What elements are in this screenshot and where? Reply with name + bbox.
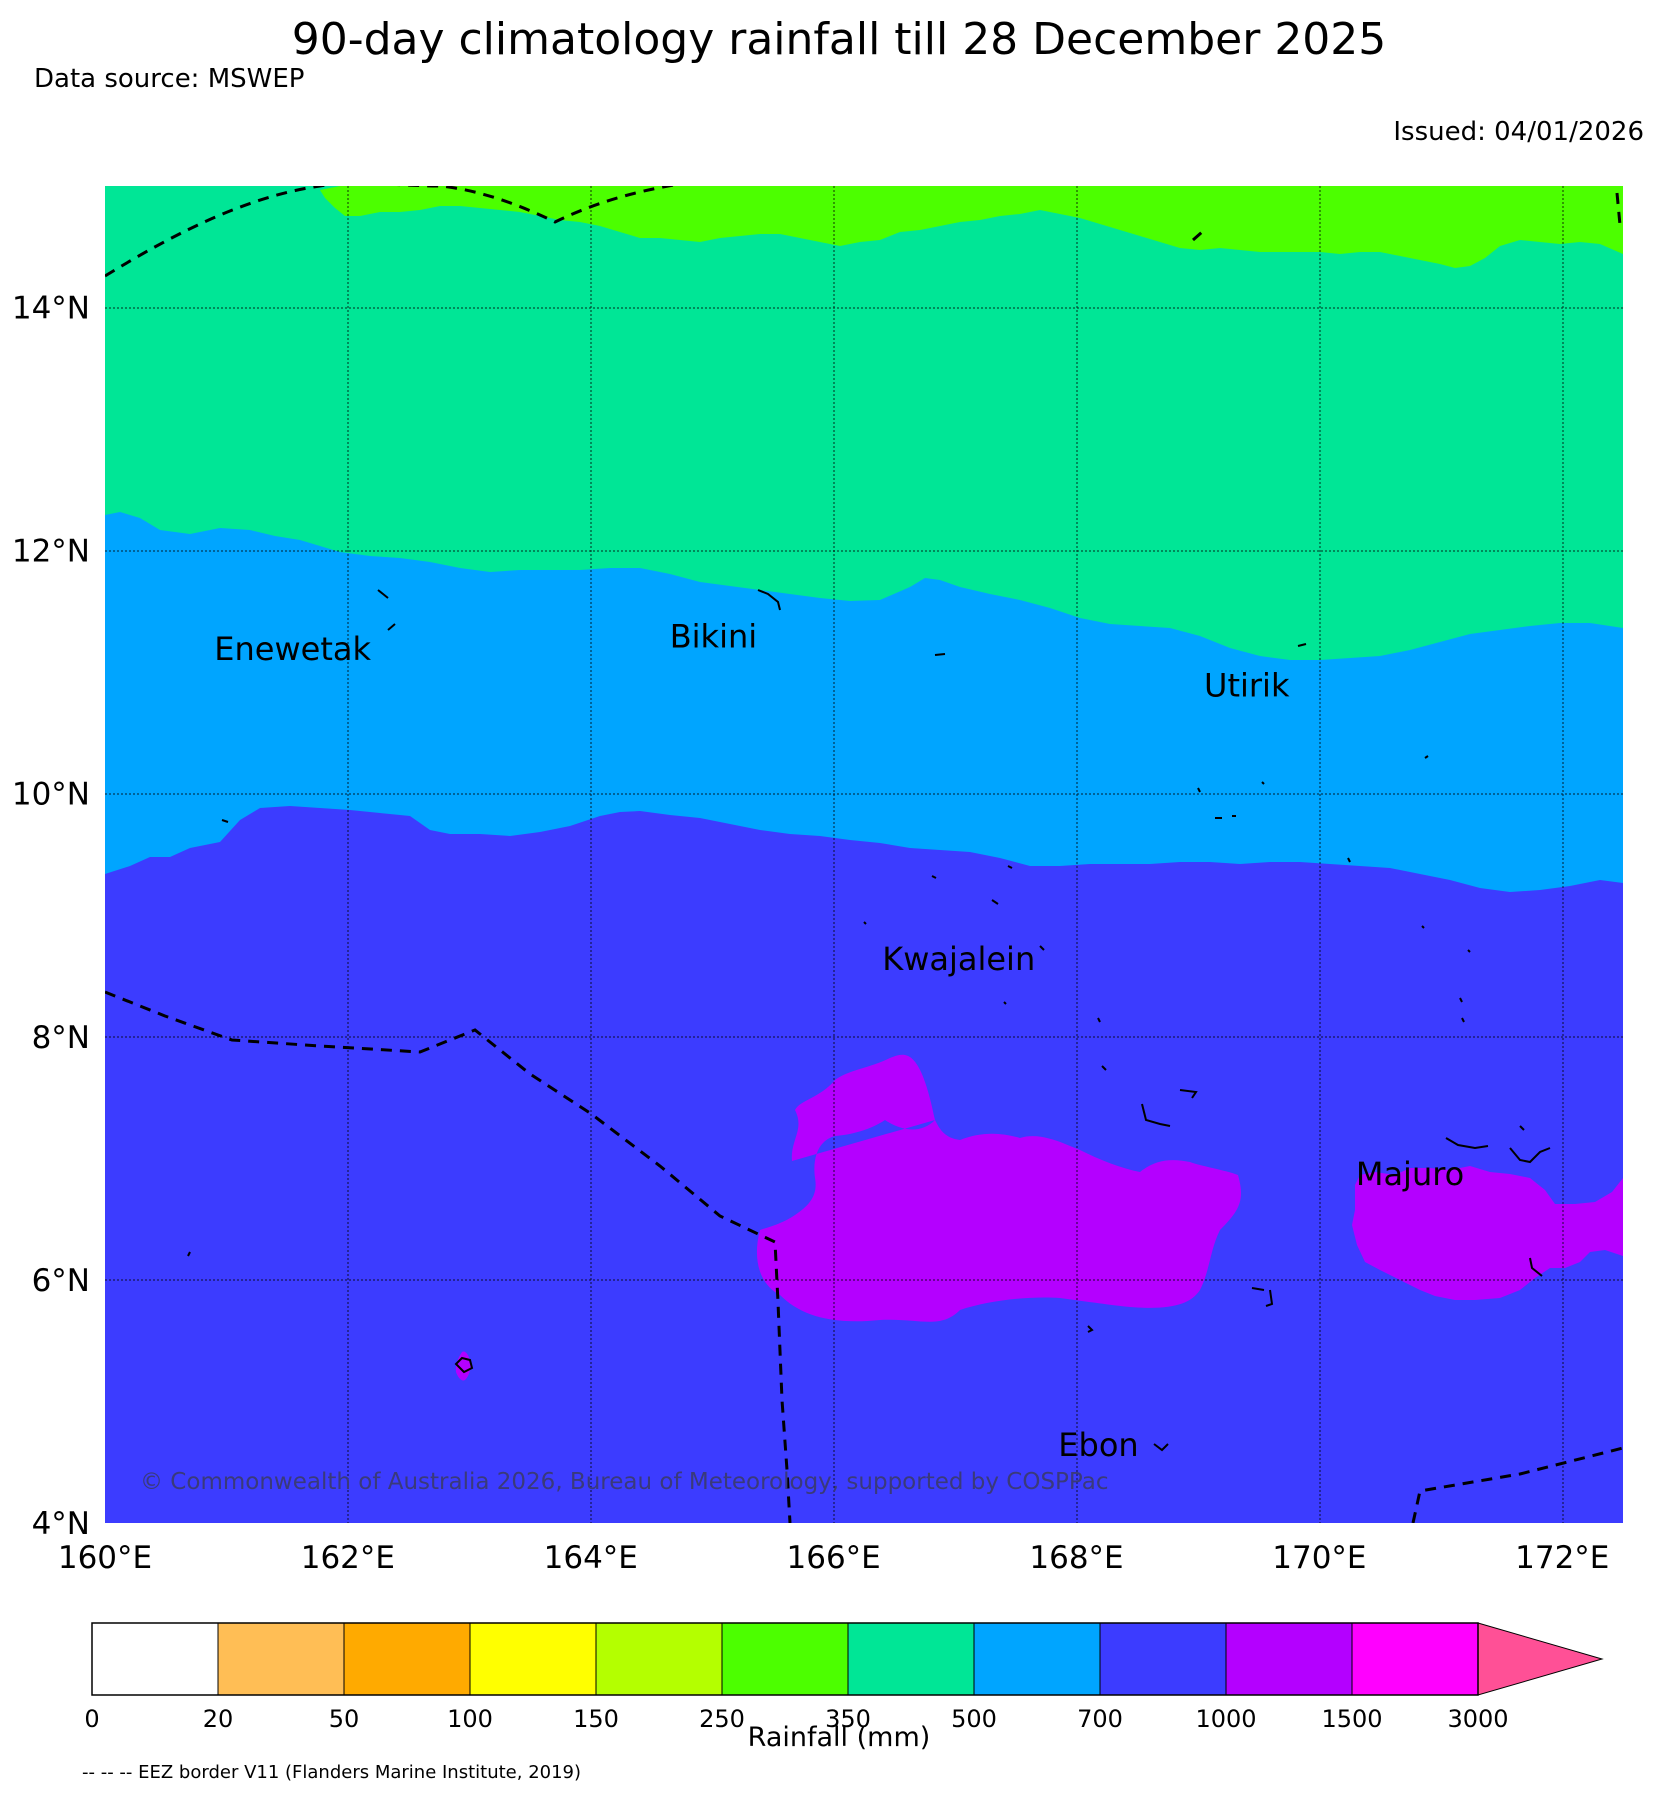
eez-border-line — [1411, 1446, 1623, 1523]
atoll-outline — [1529, 1257, 1543, 1277]
atoll-outline — [1424, 755, 1429, 759]
atoll-outline — [1261, 781, 1265, 785]
atoll-outline — [1459, 997, 1465, 1023]
atoll-outline — [1153, 1443, 1169, 1452]
colorbar-bin — [847, 1622, 975, 1696]
colorbar-label: Rainfall (mm) — [747, 1722, 931, 1753]
x-tick-label: 170°E — [1272, 1540, 1366, 1576]
rainfall-band-250-350 — [320, 186, 1623, 268]
atoll-outline — [1445, 1137, 1551, 1164]
colorbar-tick-label: 150 — [573, 1705, 619, 1733]
colorbar-bin — [343, 1622, 471, 1696]
x-axis-ticks: 160°E 162°E 164°E 166°E 168°E 170°E 172°E — [58, 1540, 1610, 1576]
atoll-outline — [454, 1356, 474, 1374]
rainfall-band-1000-1500 — [1352, 1166, 1623, 1300]
y-tick-label: 14°N — [12, 291, 90, 327]
atoll-outline — [757, 589, 781, 611]
atoll-outline — [1087, 1325, 1094, 1333]
atoll-outline — [1141, 1089, 1198, 1127]
colorbar-bin — [1225, 1622, 1353, 1696]
atoll-outline — [1251, 1287, 1274, 1307]
colorbar-bin — [595, 1622, 723, 1696]
colorbar-tick-label: 50 — [329, 1705, 360, 1733]
y-tick-label: 10°N — [12, 777, 90, 813]
colorbar-bin — [469, 1622, 597, 1696]
colorbar-tick-label: 250 — [699, 1705, 745, 1733]
colorbar-tick-label: 3000 — [1447, 1705, 1508, 1733]
place-label-utirik: Utirik — [1204, 666, 1290, 704]
place-label-majuro: Majuro — [1356, 1155, 1464, 1193]
eez-borders — [105, 186, 1623, 1523]
place-label-kwajalein: Kwajalein — [882, 940, 1035, 978]
colorbar-tick-label: 350 — [825, 1705, 871, 1733]
y-tick-label: 6°N — [32, 1263, 90, 1299]
colorbar-bin — [1099, 1622, 1227, 1696]
colorbar-bin — [1351, 1622, 1479, 1696]
map-title: 90-day climatology rainfall till 28 Dece… — [291, 14, 1387, 65]
y-tick-label: 12°N — [12, 534, 90, 570]
y-tick-label: 8°N — [32, 1020, 90, 1056]
eez-border-line — [1192, 230, 1203, 242]
y-axis-ticks: 4°N 6°N 8°N 10°N 12°N 14°N — [12, 291, 90, 1542]
atoll-outline — [1007, 865, 1013, 869]
colorbar: 0 20 50 100 150 250 350 500 700 1000 1500 3000 — [84, 1622, 1604, 1733]
colorbar-outline — [91, 1622, 1479, 1696]
x-tick-label: 162°E — [301, 1540, 395, 1576]
colorbar-tick-label: 700 — [1077, 1705, 1123, 1733]
place-label-enewetak: Enewetak — [214, 630, 371, 668]
colorbar-extend-arrow — [1477, 1622, 1604, 1696]
atoll-outline — [1297, 643, 1307, 647]
eez-border-line — [105, 990, 792, 1523]
eez-border-line — [105, 186, 678, 278]
colorbar-tick-label: 500 — [951, 1705, 997, 1733]
colorbar-tick-label: 1000 — [1195, 1705, 1256, 1733]
atoll-outline — [1347, 857, 1351, 863]
map-gridlines — [105, 186, 1623, 1523]
atoll-outline — [1421, 925, 1471, 953]
x-tick-label: 166°E — [787, 1540, 881, 1576]
place-labels: Enewetak Bikini Utirik Kwajalein Majuro Ebon — [214, 618, 1464, 1464]
colorbar-bin — [91, 1622, 219, 1696]
colorbar-tick-label: 100 — [447, 1705, 493, 1733]
atoll-outline — [1197, 787, 1201, 793]
eez-border-line — [1615, 192, 1622, 226]
colorbar-bin — [217, 1622, 345, 1696]
colorbar-tick-label: 0 — [84, 1705, 99, 1733]
x-tick-label: 172°E — [1515, 1540, 1609, 1576]
atoll-outline — [1039, 945, 1045, 951]
place-label-ebon: Ebon — [1058, 1426, 1138, 1464]
atoll-outline — [1215, 815, 1236, 819]
data-source-label: Data source: MSWEP — [34, 64, 305, 94]
atoll-outline — [1003, 1001, 1107, 1071]
eez-border-note: -- -- -- EEZ border V11 (Flanders Marine… — [82, 1762, 582, 1783]
atoll-outline — [1519, 1125, 1525, 1131]
issued-date-label: Issued: 04/01/2026 — [1393, 117, 1644, 147]
atoll-outline — [377, 589, 389, 599]
rainfall-band-350-500 — [105, 186, 1623, 660]
rainfall-band-1000-1500 — [756, 1054, 1241, 1322]
atoll-outline — [387, 623, 396, 631]
x-tick-label: 164°E — [544, 1540, 638, 1576]
copyright-text: © Commonwealth of Australia 2026, Bureau… — [140, 1469, 1109, 1495]
atoll-outlines — [187, 589, 1551, 1452]
colorbar-bin — [973, 1622, 1101, 1696]
place-label-bikini: Bikini — [670, 618, 757, 656]
atoll-outline — [187, 1251, 191, 1257]
atoll-outline — [863, 875, 999, 925]
colorbar-tick-label: 1500 — [1321, 1705, 1382, 1733]
atoll-outline — [934, 653, 946, 656]
colorbar-bin — [721, 1622, 849, 1696]
y-tick-label: 4°N — [32, 1506, 90, 1542]
rainfall-fields — [105, 186, 1623, 1523]
x-tick-label: 168°E — [1029, 1540, 1123, 1576]
atoll-outline — [221, 819, 229, 823]
colorbar-tick-label: 20 — [203, 1705, 234, 1733]
x-tick-label: 160°E — [58, 1540, 152, 1576]
